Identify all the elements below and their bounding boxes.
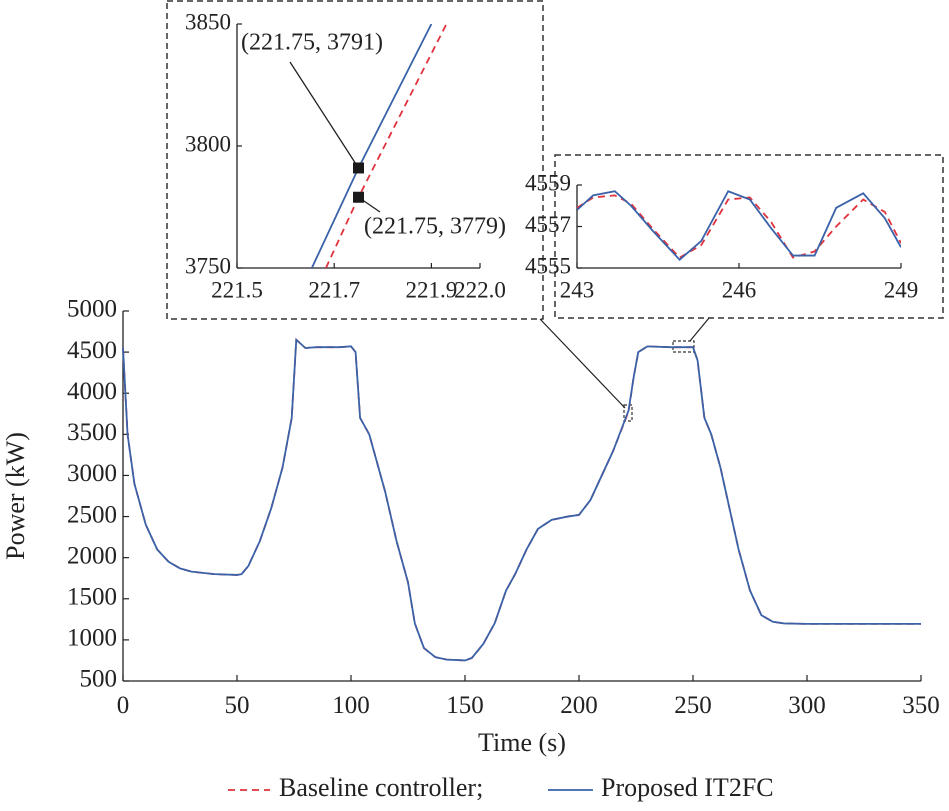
y-tick-label: 2000 [67, 542, 117, 569]
y-tick-label: 3850 [185, 9, 231, 34]
y-tick-label: 3800 [185, 131, 231, 156]
zoom-box [623, 404, 633, 422]
y-tick-label: 2500 [67, 501, 117, 528]
x-tick-label: 221.9 [406, 277, 458, 302]
leader-line [289, 61, 360, 169]
x-tick-label: 249 [884, 277, 919, 302]
x-axis-label: Time (s) [478, 728, 566, 757]
legend-label: Proposed IT2FC [601, 773, 774, 802]
series-line [577, 190, 901, 261]
annotation-marker [353, 191, 364, 203]
x-tick-label: 100 [332, 692, 370, 719]
zoom-box [672, 340, 695, 353]
annotation-marker [353, 162, 364, 174]
y-tick-label: 4559 [525, 170, 571, 195]
x-tick-label: 243 [560, 277, 595, 302]
y-tick-label: 1000 [67, 625, 117, 652]
series-line [122, 337, 921, 662]
y-tick-label: 500 [80, 666, 118, 693]
y-tick-label: 4000 [67, 378, 117, 405]
x-tick-label: 50 [225, 692, 250, 719]
y-tick-label: 4500 [67, 337, 117, 364]
inset-frame [554, 154, 944, 319]
y-tick-label: 3500 [67, 419, 117, 446]
x-tick-label: 246 [722, 277, 757, 302]
x-tick-label: 221.7 [308, 277, 360, 302]
x-tick-label: 222.0 [454, 277, 506, 302]
y-tick-label: 3750 [185, 253, 231, 278]
y-tick-label: 4555 [525, 253, 571, 278]
inset-frame [166, 0, 544, 320]
annotation: (221.75, 3779) [364, 214, 506, 240]
x-tick-label: 300 [788, 692, 826, 719]
y-tick-label: 3000 [67, 460, 117, 487]
y-tick-label: 5000 [67, 296, 117, 323]
annotation: (221.75, 3791) [241, 30, 383, 56]
connector [539, 318, 626, 409]
series-line [122, 337, 921, 662]
y-tick-label: 4557 [525, 212, 571, 237]
x-tick-label: 221.5 [211, 277, 263, 302]
y-tick-label: 1500 [67, 584, 117, 611]
x-tick-label: 200 [560, 692, 598, 719]
x-tick-label: 0 [117, 692, 130, 719]
series-line [577, 194, 901, 259]
y-axis-label: Power (kW) [1, 432, 30, 560]
connector [689, 317, 710, 342]
x-tick-label: 350 [902, 692, 940, 719]
x-tick-label: 250 [674, 692, 712, 719]
legend-label: Baseline controller; [279, 773, 483, 802]
x-tick-label: 150 [446, 692, 484, 719]
